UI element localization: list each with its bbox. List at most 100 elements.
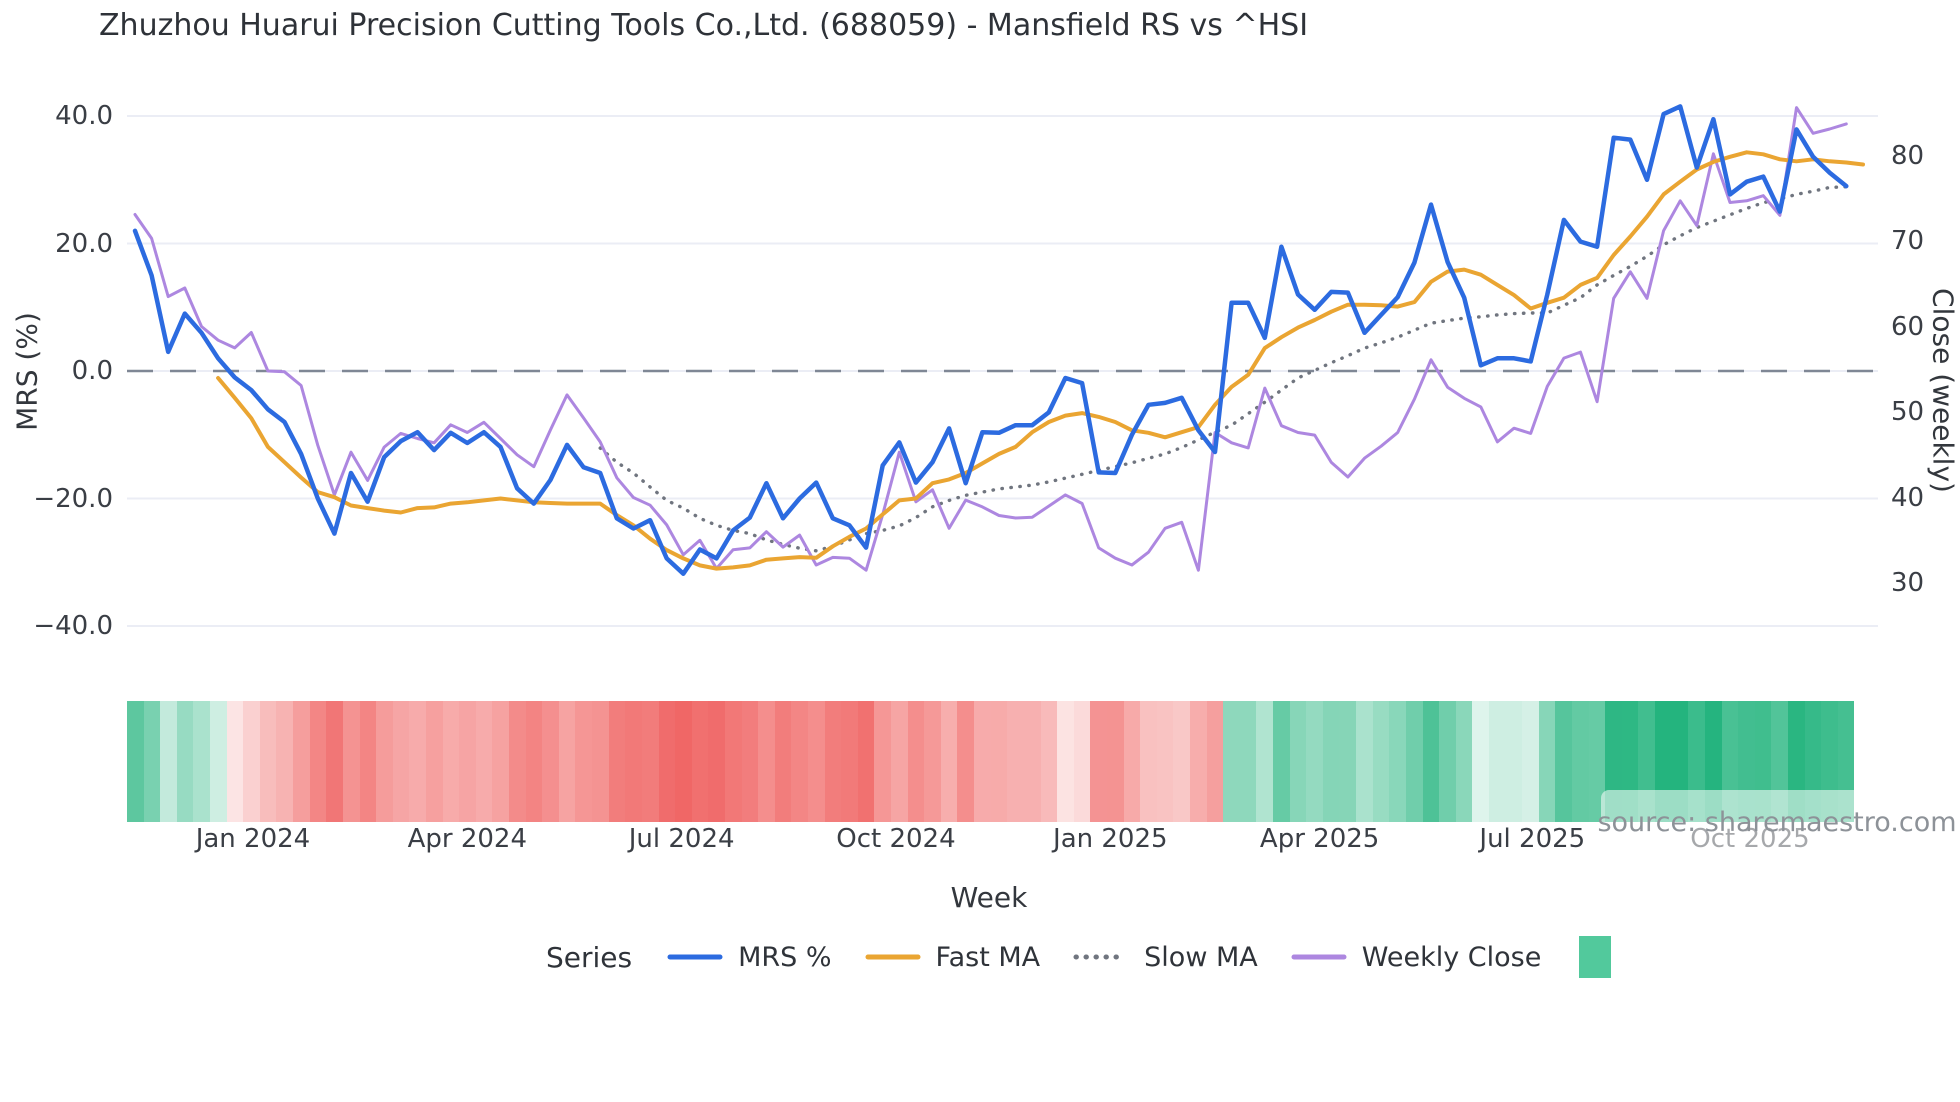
legend: Series MRS % Fast MA Slow MA Weekly Close [546, 933, 1612, 981]
heatmap-cell-week-18 [425, 701, 443, 822]
heatmap-cell-week-9 [276, 701, 294, 822]
x-tick-jul-2024: Jul 2024 [628, 824, 735, 854]
heatmap-cell-week-73 [1339, 701, 1357, 822]
heatmap-cell-week-28 [592, 701, 609, 822]
legend-label: Fast MA [935, 941, 1041, 973]
legend-item-slow-ma: Slow MA [1072, 942, 1258, 973]
heatmap-cell-week-82 [1488, 701, 1506, 822]
legend-label: Weekly Close [1361, 941, 1542, 973]
heatmap-cell-week-5 [210, 701, 227, 822]
heatmap-cell-week-80 [1455, 701, 1473, 822]
legend-swatch-weekly-close [1291, 954, 1347, 960]
legend-item-weekly-close: Weekly Close [1290, 941, 1542, 973]
heatmap-cell-week-12 [326, 701, 343, 822]
y-left-tick-40.0: 40.0 [55, 101, 113, 131]
heatmap-cell-week-59 [1106, 701, 1124, 822]
heatmap-cell-week-23 [509, 701, 526, 822]
heatmap-cell-week-87 [1572, 701, 1589, 822]
legend-swatch-slow-ma [1073, 954, 1129, 960]
heatmap-cell-week-6 [226, 701, 244, 822]
heatmap-cell-week-10 [293, 701, 310, 822]
x-tick-apr-2025: Apr 2025 [1259, 824, 1380, 854]
heatmap-cell-week-84 [1522, 701, 1539, 822]
heatmap-cell-week-75 [1372, 701, 1390, 822]
heatmap-cell-week-67 [1239, 701, 1257, 822]
y-right-tick-50: 50 [1891, 397, 1925, 427]
heatmap-cell-week-26 [558, 701, 576, 822]
heatmap-cell-week-15 [376, 701, 393, 822]
heatmap-cell-week-1 [143, 701, 161, 822]
y-right-tick-60: 60 [1891, 311, 1925, 342]
heatmap-cell-week-63 [1173, 701, 1190, 822]
heatmap-cell-week-77 [1405, 701, 1423, 822]
heatmap-cell-week-88 [1588, 701, 1606, 822]
heatmap-cell-week-14 [359, 701, 377, 822]
heatmap-cell-week-47 [907, 701, 925, 822]
heatmap-cell-week-57 [1073, 701, 1091, 822]
heatmap-cell-week-16 [392, 701, 410, 822]
legend-swatch-fast-ma [865, 954, 921, 960]
heatmap-cell-week-56 [1057, 701, 1074, 822]
heatmap-cell-week-19 [442, 701, 460, 822]
legend-label: Slow MA [1144, 941, 1258, 973]
heatmap-cell-week-74 [1356, 701, 1373, 822]
page-title: Zhuzhou Huarui Precision Cutting Tools C… [99, 8, 1309, 43]
heatmap-cell-week-83 [1505, 701, 1523, 822]
x-tick-jan-2025: Jan 2025 [1053, 824, 1168, 854]
heatmap-cell-week-22 [492, 701, 510, 822]
legend-item-mrs-: MRS % [666, 941, 832, 973]
x-tick-jan-2024: Jan 2024 [195, 824, 311, 854]
y-left-tick-−20.0: −20.0 [33, 483, 113, 514]
legend-heatmap-swatch [1579, 936, 1612, 978]
heatmap-cell-week-17 [409, 701, 426, 822]
heatmap-cell-week-52 [990, 701, 1008, 822]
heatmap-cell-week-53 [1007, 701, 1024, 822]
heatmap-cell-week-4 [193, 701, 211, 822]
y-right-tick-40: 40 [1891, 482, 1925, 513]
legend-swatch-mrs- [667, 954, 723, 960]
series-line-weekly-close [133, 106, 1848, 572]
heatmap-cell-week-21 [475, 701, 493, 822]
series-line-mrs- [132, 104, 1849, 576]
x-tick-jul-2025: Jul 2025 [1479, 824, 1586, 854]
heatmap-cell-week-64 [1190, 701, 1207, 822]
heatmap-cell-week-65 [1206, 701, 1224, 822]
heatmap-cell-week-38 [758, 701, 775, 822]
plot-area [127, 104, 1878, 627]
y-left-tick-0.0: 0.0 [71, 356, 113, 386]
legend-label: MRS % [738, 941, 832, 973]
heatmap-cell-week-76 [1389, 701, 1406, 822]
x-tick-oct-2024: Oct 2024 [836, 824, 956, 854]
heatmap-cell-week-70 [1289, 701, 1307, 822]
heatmap-cell-week-49 [940, 701, 958, 822]
heatmap-cell-week-46 [891, 701, 908, 822]
heatmap-cell-week-29 [608, 701, 626, 822]
x-tick-apr-2024: Apr 2024 [407, 824, 527, 854]
legend-item-fast-ma: Fast MA [864, 941, 1041, 973]
heatmap-cell-week-61 [1140, 701, 1157, 822]
heatmap-cell-week-25 [542, 701, 559, 822]
heatmap-cell-week-69 [1273, 701, 1290, 822]
heatmap-cell-week-30 [625, 701, 642, 822]
heatmap-cell-week-43 [841, 701, 858, 822]
y-right-tick-70: 70 [1891, 226, 1925, 256]
heatmap-cell-week-48 [924, 701, 941, 822]
heatmap-cell-week-44 [857, 701, 875, 822]
heatmap-cell-week-20 [459, 701, 476, 822]
heatmap-cell-week-42 [824, 701, 842, 822]
heatmap-cell-week-40 [791, 701, 808, 822]
legend-title: Series [546, 940, 633, 974]
heatmap-cell-week-2 [160, 701, 177, 822]
heatmap-cell-week-36 [724, 701, 742, 822]
heatmap-cell-week-11 [309, 701, 327, 822]
heatmap-cell-week-41 [807, 701, 825, 822]
heatmap-cell-week-66 [1223, 701, 1240, 822]
heatmap-cell-week-31 [641, 701, 659, 822]
heatmap-cell-week-85 [1538, 701, 1556, 822]
mrs-heatmap-strip [127, 701, 1855, 822]
y-right-tick-80: 80 [1891, 140, 1925, 171]
heatmap-cell-week-71 [1306, 701, 1323, 822]
heatmap-cell-week-8 [259, 701, 277, 822]
source-watermark-text: source: sharemaestro.com [1597, 806, 1957, 838]
